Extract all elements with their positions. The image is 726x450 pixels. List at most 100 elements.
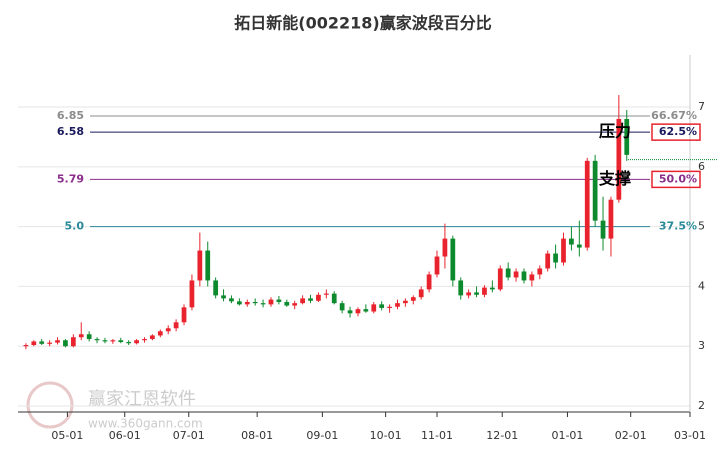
candle-body (205, 250, 211, 281)
level-label: 6.58 (57, 125, 84, 138)
candle-body (584, 160, 590, 248)
candle-body (418, 289, 424, 298)
level-percent: 37.5% (659, 220, 697, 233)
candle-body (268, 299, 274, 305)
candle-body (189, 280, 195, 308)
level-box (651, 170, 701, 189)
candle-body (426, 274, 432, 290)
y-tick-label: 5 (698, 220, 705, 233)
candle-body (442, 238, 448, 257)
candle-body (165, 328, 171, 332)
candle-body (355, 309, 361, 314)
annotation: 压力 (599, 122, 631, 141)
candle-body (576, 244, 582, 248)
y-tick-label: 2 (698, 399, 705, 412)
candle-body (157, 331, 163, 336)
candle-body (592, 160, 598, 221)
watermark: www.360gann.com (88, 417, 203, 431)
candle-body (458, 280, 464, 296)
level-percent: 50.0% (659, 172, 697, 185)
x-tick-label: 10-01 (370, 429, 402, 442)
candle-body (134, 340, 139, 344)
candle-body (569, 238, 574, 245)
candle-body (213, 280, 219, 296)
candle-body (347, 310, 353, 314)
candle-body (39, 341, 45, 344)
candle-body (308, 298, 313, 301)
candle-body (126, 342, 132, 344)
candle-body (434, 256, 440, 275)
annotation: 支撑 (598, 169, 631, 188)
y-tick-label: 6 (698, 160, 705, 173)
y-tick-label: 3 (698, 339, 705, 352)
candle-body (181, 307, 187, 323)
candle-body (142, 339, 147, 341)
candle-body (252, 301, 258, 304)
y-tick-label: 4 (698, 279, 705, 292)
candle-body (608, 199, 614, 239)
level-box (651, 123, 701, 141)
candle-body (197, 250, 203, 281)
candle-body (260, 303, 266, 305)
candle-body (482, 287, 487, 295)
candle-body (363, 309, 369, 312)
level-percent: 66.67% (651, 109, 697, 122)
candle-body (110, 340, 116, 342)
candle-body (489, 287, 495, 290)
candle-body (450, 238, 456, 281)
candle-body (276, 299, 282, 302)
candle-body (323, 293, 329, 295)
candle-body (94, 339, 100, 341)
candle-body (339, 303, 345, 311)
candle-body (150, 335, 155, 340)
candle-body (86, 334, 92, 340)
candle-body (553, 253, 558, 263)
candle-body (31, 341, 37, 346)
candle-body (23, 345, 29, 347)
candle-body (616, 118, 622, 200)
candle-body (395, 303, 400, 307)
candle-body (316, 294, 321, 301)
candle-body (173, 322, 179, 329)
candle-body (403, 300, 408, 304)
x-tick-label: 06-01 (109, 429, 141, 442)
x-tick-label: 01-01 (551, 429, 583, 442)
watermark-logo (26, 381, 74, 429)
candle-body (78, 334, 84, 338)
candle-body (529, 274, 535, 281)
y-tick-label: 7 (698, 100, 705, 113)
level-label: 5.79 (57, 172, 84, 185)
candle-body (300, 298, 305, 304)
watermark: 赢家江恩软件 (88, 388, 196, 410)
x-tick-label: 03-01 (674, 429, 706, 442)
candle-body (371, 304, 377, 312)
candle-body (561, 238, 566, 263)
candle-body (47, 342, 52, 344)
candle-body (624, 118, 630, 155)
candle-body (497, 268, 503, 290)
x-tick-label: 08-01 (241, 429, 273, 442)
candle-body (537, 268, 543, 275)
level-percent: 62.5% (659, 125, 697, 138)
candle-body (236, 301, 242, 305)
x-tick-label: 11-01 (421, 429, 453, 442)
candle-body (70, 337, 76, 347)
candle-body (102, 340, 108, 342)
x-tick-label: 02-01 (615, 429, 647, 442)
candle-body (244, 301, 250, 305)
candle-body (63, 340, 68, 347)
candle-body (545, 253, 551, 269)
x-tick-label: 05-01 (51, 429, 83, 442)
x-tick-label: 07-01 (173, 429, 205, 442)
candle-body (387, 306, 392, 308)
candle-body (466, 292, 472, 296)
candle-body (292, 303, 298, 306)
chart-title: 拓日新能(002218)赢家波段百分比 (234, 14, 491, 33)
candle-body (118, 340, 124, 343)
candle-body (513, 271, 519, 278)
candle-body (379, 304, 385, 308)
x-tick-label: 09-01 (306, 429, 338, 442)
candle-body (331, 293, 337, 304)
candle-body (229, 298, 234, 302)
